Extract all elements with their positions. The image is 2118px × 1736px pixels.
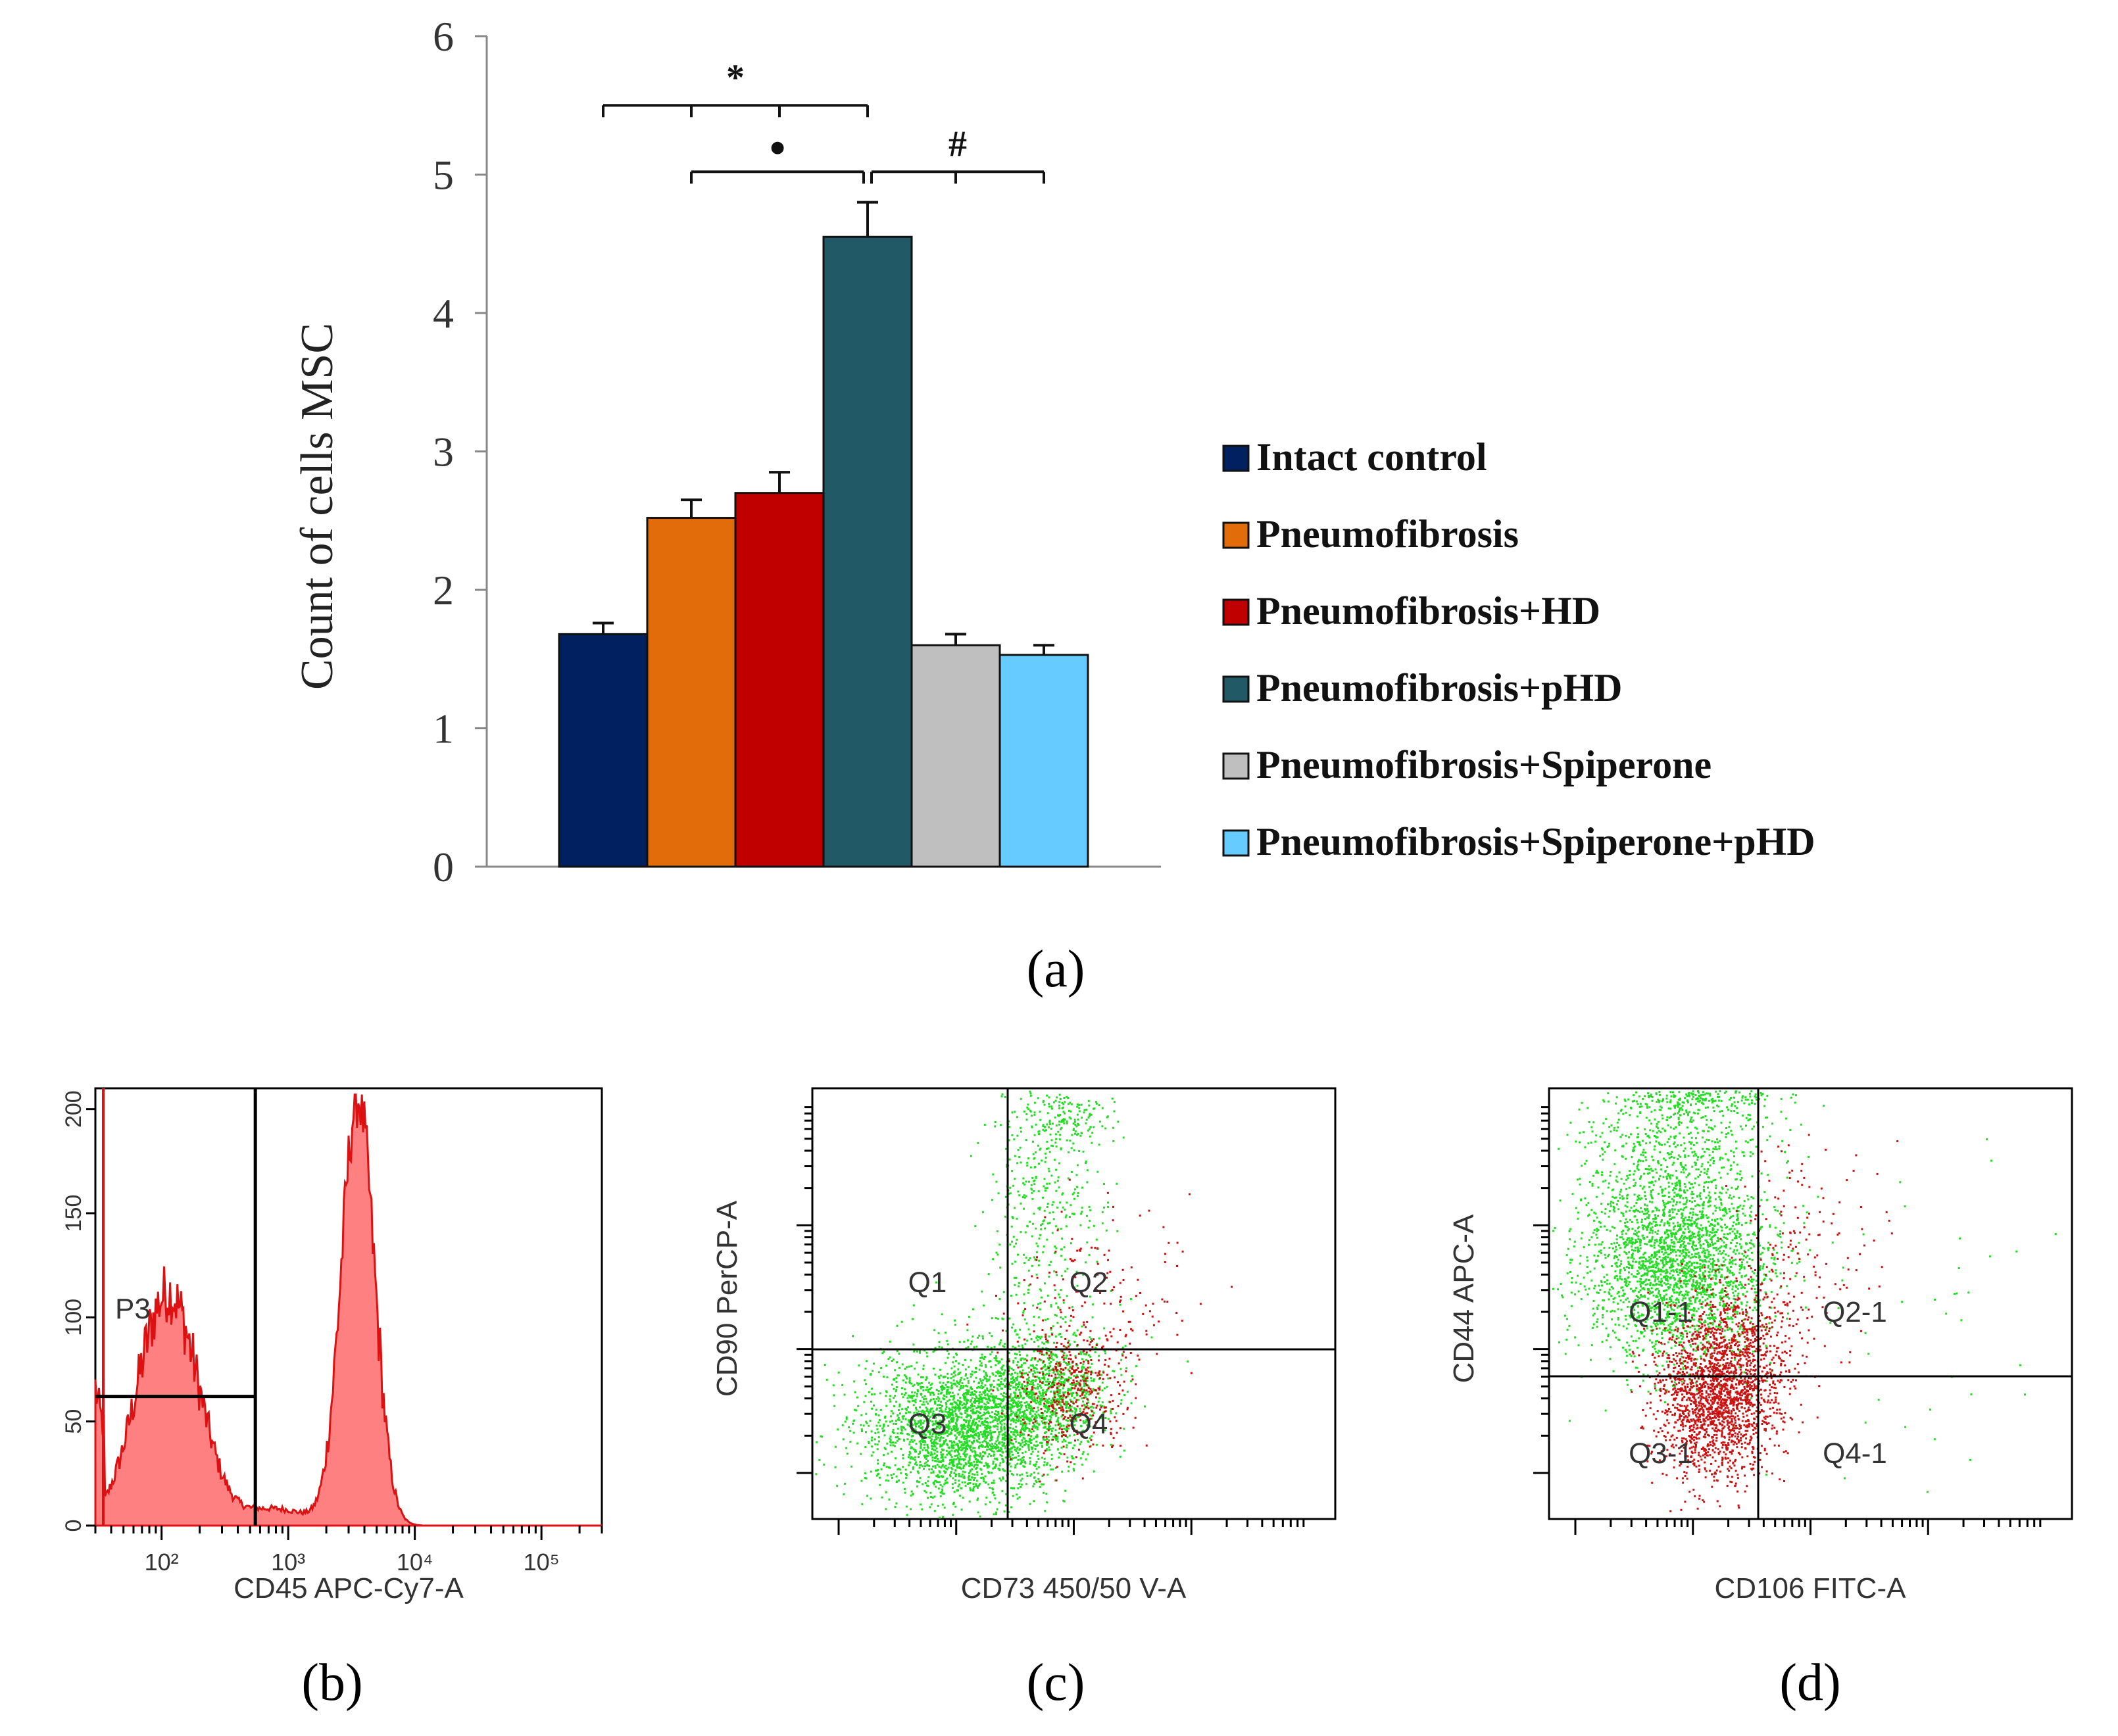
panel-c-points-primary (815, 1281, 1129, 1519)
panel-a-label: (a) (1027, 940, 1085, 998)
panel-a-bar-chart: 0 1 2 3 4 5 6 * ● # Intact control Pneumofibrosis… (292, 13, 1815, 998)
panel-a-legend-swatch (1222, 675, 1250, 703)
panel-a-bar (646, 517, 737, 868)
panel-b-y-tick-label: 200 (61, 1090, 86, 1128)
panel-a-legend-swatch (1222, 445, 1250, 472)
panel-c-quadrant-label: Q4 (1070, 1408, 1108, 1440)
panel-c-scatter: Q1 Q2 Q3 Q4 CD73 450/50 V-A CD90 PerCP-A… (711, 1087, 1337, 1712)
panel-a-y-tick-label: 6 (433, 13, 454, 60)
panel-a-bar (822, 235, 913, 868)
panel-c-quadrant-label: Q2 (1070, 1266, 1108, 1299)
panel-d-points-primary (1552, 1114, 1844, 1476)
panel-c-x-label: CD73 450/50 V-A (961, 1572, 1187, 1604)
panel-a-legend-swatch (1222, 598, 1250, 626)
panel-a-y-axis: 0 1 2 3 4 5 6 (433, 13, 1161, 890)
panel-a-y-label: Count of cells MSC (292, 323, 343, 690)
panel-d-points-secondary (1654, 1238, 1852, 1481)
panel-c-quadrant-label: Q1 (908, 1266, 947, 1299)
panel-c-frame (811, 1087, 1337, 1520)
panel-a-legend-label: Pneumofibrosis (1256, 512, 1519, 556)
panel-d-x-label: CD106 FITC-A (1715, 1572, 1907, 1604)
panel-a-significance: * ● # (602, 57, 1045, 184)
panel-a-bar (734, 492, 825, 868)
panel-c-quadrant-label: Q3 (908, 1408, 947, 1440)
panel-b-gate-label: P3 (115, 1293, 151, 1325)
panel-d-axes (1533, 1106, 2042, 1535)
panel-c-y-label: CD90 PerCP-A (711, 1200, 743, 1397)
panel-b-axes: 0 50 100 150 200 10² 10³ 10⁴ 10⁵ (61, 1090, 603, 1576)
panel-b-x-tick-label: 10⁵ (524, 1549, 560, 1576)
panel-a-legend-swatch (1222, 752, 1250, 780)
panel-d-points-secondary (1631, 1264, 1842, 1512)
panel-d-plot (1552, 1090, 2057, 1512)
panel-a-legend: Intact control Pneumofibrosis Pneumofibros… (1222, 435, 1815, 863)
panel-b-y-tick-label: 0 (61, 1520, 86, 1532)
panel-a-bar (558, 633, 649, 868)
panel-b-histogram-area (94, 1094, 602, 1527)
panel-a-legend-label: Intact control (1256, 435, 1487, 479)
panel-b-x-tick-label: 10² (145, 1549, 179, 1576)
panel-a-legend-swatch (1222, 829, 1250, 857)
panel-d-label: (d) (1779, 1654, 1840, 1712)
panel-d-scatter: Q1-1 Q2-1 Q3-1 Q4-1 CD106 FITC-A CD44 AP… (1448, 1087, 2073, 1712)
panel-a-legend-label: Pneumofibrosis+pHD (1256, 666, 1623, 710)
panel-a-bar (910, 644, 1001, 868)
panel-a-y-tick-label: 1 (433, 706, 454, 752)
panel-d-y-label: CD44 APC-A (1448, 1214, 1480, 1383)
panel-b-plot (94, 1088, 602, 1527)
panel-a-legend-label: Pneumofibrosis+Spiperone+pHD (1256, 820, 1815, 863)
panel-d-points-primary (1581, 1090, 1797, 1117)
panel-a-y-tick-label: 4 (433, 290, 454, 337)
panel-d-frame (1548, 1087, 2073, 1520)
panel-a-legend-swatch (1222, 521, 1250, 549)
panel-a-legend-label: Pneumofibrosis+HD (1256, 589, 1600, 633)
panel-c-axes (797, 1106, 1305, 1535)
panel-b-y-tick-label: 150 (61, 1195, 86, 1232)
panel-d-quadrant-label: Q2-1 (1823, 1296, 1887, 1328)
panel-a-y-tick-label: 0 (433, 844, 454, 890)
panel-b-y-tick-label: 100 (61, 1299, 86, 1336)
panel-a-error-bars (593, 201, 1054, 655)
panel-b-x-tick-label: 10⁴ (397, 1549, 433, 1576)
panel-d-quadrant-label: Q4-1 (1823, 1437, 1887, 1470)
panel-a-y-tick-label: 3 (433, 429, 454, 475)
panel-a-y-tick-label: 2 (433, 567, 454, 614)
panel-b-x-tick-label: 10³ (271, 1549, 305, 1576)
panel-a-bar (998, 654, 1089, 868)
panel-b-y-tick-label: 50 (61, 1409, 86, 1434)
panel-b-x-label: CD45 APC-Cy7-A (234, 1572, 464, 1604)
panel-d-quadrant-label: Q3-1 (1629, 1437, 1693, 1470)
panel-a-sig-symbol: ● (769, 130, 787, 162)
panel-a-bars (558, 235, 1089, 868)
panel-b-label: (b) (301, 1654, 362, 1712)
panel-a-sig-symbol: # (948, 124, 967, 164)
panel-a-legend-label: Pneumofibrosis+Spiperone (1256, 743, 1712, 786)
panel-c-label: (c) (1027, 1654, 1085, 1712)
panel-c-plot (815, 1090, 1233, 1519)
panel-a-y-tick-label: 5 (433, 152, 454, 199)
panel-a-sig-symbol: * (726, 57, 745, 98)
panel-d-quadrant-label: Q1-1 (1629, 1296, 1693, 1328)
